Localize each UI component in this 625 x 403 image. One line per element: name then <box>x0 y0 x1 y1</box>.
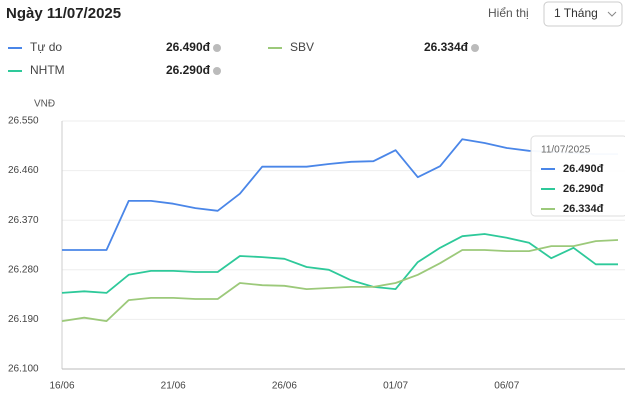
tooltip-value: 26.334đ <box>563 203 604 215</box>
tooltip-box <box>530 135 625 217</box>
x-tick-label: 16/06 <box>49 381 74 392</box>
dropdown-value[interactable]: 1 Tháng <box>554 6 598 20</box>
y-axis-label: VNĐ <box>34 99 55 110</box>
info-icon <box>213 67 221 75</box>
legend-value: 26.490đ <box>166 40 211 54</box>
legend-name: NHTM <box>30 63 65 77</box>
tooltip-value: 26.290đ <box>563 183 604 195</box>
title: Ngày 11/07/2025 <box>6 5 121 22</box>
legend-name: Tự do <box>30 40 62 54</box>
info-icon <box>471 44 479 52</box>
period-dropdown[interactable]: 1 Tháng <box>543 1 623 27</box>
tooltip-date: 11/07/2025 <box>541 145 591 156</box>
legend-value: 26.334đ <box>424 40 469 54</box>
x-tick-label: 06/07 <box>494 381 519 392</box>
info-icon <box>213 44 221 52</box>
x-tick-label: 01/07 <box>383 381 408 392</box>
x-tick-label: 26/06 <box>272 381 297 392</box>
y-tick-label: 26.190 <box>8 314 39 325</box>
series-line <box>61 239 619 322</box>
legend-value: 26.290đ <box>166 63 211 77</box>
display-label: Hiển thị <box>488 6 529 20</box>
dropdown-chevron[interactable] <box>607 11 617 17</box>
dropdown-box[interactable] <box>543 1 623 27</box>
x-tick-label: 21/06 <box>161 381 186 392</box>
y-tick-label: 26.100 <box>8 364 39 375</box>
series-line <box>61 233 618 294</box>
series-line <box>62 138 618 251</box>
y-tick-label: 26.280 <box>8 264 39 275</box>
y-tick-label: 26.460 <box>8 165 39 176</box>
tooltip-value: 26.490đ <box>563 163 604 175</box>
legend-name: SBV <box>290 40 314 54</box>
y-tick-label: 26.370 <box>8 215 39 226</box>
tooltip: 11/07/2025 26.490đ 26.290đ 26.334đ <box>530 135 625 217</box>
y-tick-label: 26.550 <box>8 116 39 127</box>
